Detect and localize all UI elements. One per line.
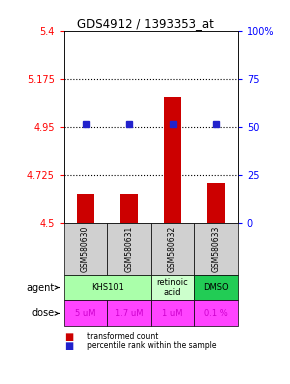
Text: agent: agent: [27, 283, 55, 293]
Text: DMSO: DMSO: [203, 283, 229, 292]
Text: dose: dose: [32, 308, 55, 318]
Text: ■: ■: [64, 341, 73, 351]
Text: ■: ■: [64, 332, 73, 342]
Text: 1 uM: 1 uM: [162, 309, 183, 318]
Bar: [164, 97, 181, 223]
Text: GSM580631: GSM580631: [124, 225, 134, 272]
Text: 5 uM: 5 uM: [75, 309, 96, 318]
Text: GSM580630: GSM580630: [81, 225, 90, 272]
Text: transformed count: transformed count: [87, 332, 158, 341]
Text: GDS4912 / 1393353_at: GDS4912 / 1393353_at: [77, 17, 213, 30]
Text: percentile rank within the sample: percentile rank within the sample: [87, 341, 217, 350]
Text: KHS101: KHS101: [91, 283, 124, 292]
Bar: [207, 183, 225, 223]
Text: 0.1 %: 0.1 %: [204, 309, 228, 318]
Bar: [77, 194, 94, 223]
Text: GSM580632: GSM580632: [168, 225, 177, 272]
Bar: [120, 194, 138, 223]
Text: 1.7 uM: 1.7 uM: [115, 309, 143, 318]
Text: retinoic
acid: retinoic acid: [157, 278, 189, 297]
Text: GSM580633: GSM580633: [211, 225, 221, 272]
